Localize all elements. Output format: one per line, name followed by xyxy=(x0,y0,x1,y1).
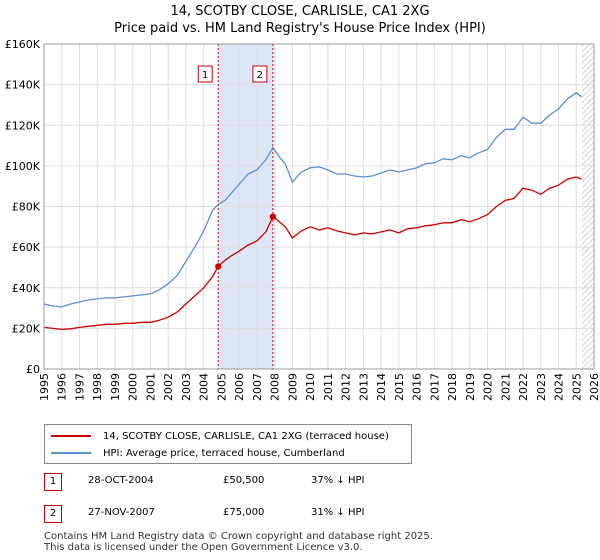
legend-label-property: 14, SCOTBY CLOSE, CARLISLE, CA1 2XG (ter… xyxy=(103,430,389,442)
x-tick-label: 2026 xyxy=(588,373,600,401)
transaction-price: £50,500 xyxy=(223,475,265,486)
legend-item-hpi: HPI: Average price, terraced house, Cumb… xyxy=(51,445,345,461)
x-tick-label: 2016 xyxy=(411,373,424,401)
x-tick-label: 2001 xyxy=(144,373,157,401)
x-tick-label: 2013 xyxy=(357,373,370,401)
hpi-line xyxy=(43,92,582,308)
property-price-line xyxy=(43,176,582,331)
x-tick-label: 2000 xyxy=(127,373,140,401)
transaction-price: £75,000 xyxy=(223,507,265,518)
sale-point xyxy=(269,213,277,220)
legend-label-hpi: HPI: Average price, terraced house, Cumb… xyxy=(103,447,345,459)
x-tick-label: 2002 xyxy=(162,373,175,401)
x-tick-label: 2023 xyxy=(535,373,548,401)
x-tick-label: 2020 xyxy=(482,373,495,401)
x-tick-label: 2006 xyxy=(233,373,246,401)
x-tick-label: 2017 xyxy=(428,373,441,401)
x-tick-label: 2014 xyxy=(375,373,388,401)
plot-border xyxy=(43,43,595,370)
x-tick-label: 1996 xyxy=(56,373,69,401)
y-tick-label: £60K xyxy=(12,241,41,254)
y-tick-label: £160K xyxy=(5,38,41,51)
x-tick-label: 2009 xyxy=(286,373,299,401)
x-tick-label: 2010 xyxy=(304,373,317,401)
x-tick-label: 2021 xyxy=(499,373,512,401)
x-tick-label: 2025 xyxy=(570,373,583,401)
y-tick-label: £0 xyxy=(26,363,40,376)
transaction-date: 27-NOV-2007 xyxy=(88,507,155,518)
y-tick-label: £140K xyxy=(5,79,41,92)
transaction-number: 2 xyxy=(44,505,62,523)
transaction-hpi-diff: 37% ↓ HPI xyxy=(311,475,365,486)
legend-swatch-hpi xyxy=(51,452,91,454)
y-tick-label: £20K xyxy=(12,322,41,335)
transaction-hpi-diff: 31% ↓ HPI xyxy=(311,507,365,518)
x-tick-label: 2018 xyxy=(446,373,459,401)
legend-swatch-property xyxy=(51,435,91,437)
footer-copyright: Contains HM Land Registry data © Crown c… xyxy=(44,531,433,542)
x-tick-label: 2024 xyxy=(553,373,566,401)
x-tick-label: 2007 xyxy=(251,373,264,401)
x-tick-label: 2019 xyxy=(464,373,477,401)
y-tick-label: £80K xyxy=(12,201,41,214)
chart-title: 14, SCOTBY CLOSE, CARLISLE, CA1 2XG xyxy=(170,4,430,19)
x-tick-label: 1998 xyxy=(91,373,104,401)
y-tick-label: £40K xyxy=(12,282,41,295)
x-tick-label: 2003 xyxy=(180,373,193,401)
y-tick-label: £100K xyxy=(5,160,41,173)
x-tick-label: 2022 xyxy=(517,373,530,401)
x-tick-label: 2015 xyxy=(393,373,406,401)
chart-subtitle: Price paid vs. HM Land Registry's House … xyxy=(114,21,486,36)
x-tick-label: 2011 xyxy=(322,373,335,401)
x-tick-label: 2012 xyxy=(340,373,353,401)
x-tick-label: 1999 xyxy=(109,373,122,401)
sale-marker-label: 2 xyxy=(257,70,263,81)
footer: Contains HM Land Registry data © Crown c… xyxy=(44,531,433,553)
sale-point xyxy=(215,263,222,270)
sale-marker-box xyxy=(252,65,268,83)
y-tick-label: £120K xyxy=(5,119,41,132)
legend: 14, SCOTBY CLOSE, CARLISLE, CA1 2XG (ter… xyxy=(44,424,412,464)
price-chart: £0 £20K £40K £60K £80K £100K £120K £140K £160K 19… xyxy=(5,38,600,401)
x-tick-label: 2004 xyxy=(198,373,211,401)
transaction-number: 1 xyxy=(44,473,62,491)
legend-item-property: 14, SCOTBY CLOSE, CARLISLE, CA1 2XG (ter… xyxy=(51,428,389,444)
x-tick-label: 2008 xyxy=(269,373,282,401)
sale-marker-box xyxy=(197,65,213,83)
sale-marker-label: 1 xyxy=(202,70,208,81)
x-tick-label: 1997 xyxy=(73,373,86,401)
transaction-date: 28-OCT-2004 xyxy=(88,475,154,486)
x-tick-label: 1995 xyxy=(38,373,51,401)
footer-license: This data is licensed under the Open Gov… xyxy=(44,542,363,553)
x-tick-label: 2005 xyxy=(215,373,228,401)
